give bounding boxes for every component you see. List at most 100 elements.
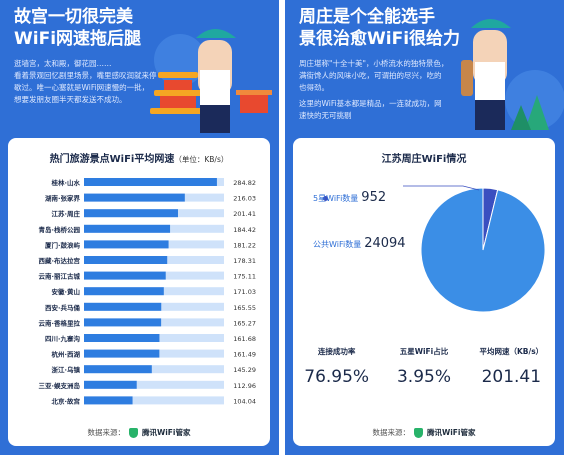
- footer-source: 数据来源：: [87, 428, 125, 437]
- pie-leader-line: [403, 185, 480, 191]
- bar-value-label: 175.11: [233, 273, 256, 281]
- right-panel: 周庄是个全能选手 景很治愈WiFi很给力 周庄堪称"十全十美"，小桥流水的独特景…: [285, 0, 564, 455]
- wifi-pie-chart: [403, 185, 546, 313]
- speed-bar-chart: 桂林·山水 284.82 湖南·张家界 216.03 江苏·周庄 201.41 青岛·栈桥公…: [39, 178, 256, 405]
- footer-brand: 腾讯WiFi管家: [141, 428, 191, 437]
- intro-line: 这里的WiFi基本都是精品，一连就成功，网: [299, 99, 442, 108]
- card-title: 江苏周庄WiFi情况: [381, 154, 467, 165]
- pagoda-illustration: [150, 29, 272, 133]
- bar: [84, 240, 169, 249]
- bar: [84, 287, 164, 296]
- headline-line: 景很治愈WiFi很给力: [299, 29, 461, 49]
- intro-line: 逛墙宫，太和殿，御花园……: [14, 59, 112, 68]
- intro-line: 速快的无可挑剔: [299, 111, 352, 120]
- bar-category-label: 安徽·黄山: [52, 287, 80, 296]
- stat-value: 201.41: [481, 367, 542, 387]
- bar-category-label: 湖南·张家界: [45, 194, 80, 203]
- bar-value-label: 181.22: [233, 241, 256, 249]
- footer-right: 数据来源： 腾讯WiFi管家: [293, 427, 555, 438]
- bar-value-label: 145.29: [233, 366, 256, 374]
- bar: [84, 256, 168, 264]
- footer-source: 数据来源：: [372, 428, 410, 437]
- bar-track: [84, 365, 224, 374]
- intro-line: 看着景观回忆剧里场景，嘴里感叹润就来停: [14, 71, 157, 80]
- intro-line: 歇过。唯一心塞就是WiFi网速慢的一批，: [14, 83, 150, 92]
- bar-value-label: 284.82: [233, 179, 256, 187]
- bar-value-label: 178.31: [233, 257, 256, 265]
- bar-value-label: 161.49: [233, 351, 256, 359]
- stat-success-rate: 连接成功率 76.95%: [293, 346, 379, 387]
- bar-category-label: 云南·丽江古城: [39, 272, 81, 281]
- stat-5star-share: 五星WiFi占比 3.95%: [381, 346, 467, 387]
- shield-icon: [413, 427, 423, 438]
- footer-left: 数据来源： 腾讯WiFi管家: [8, 427, 270, 438]
- bar-category-label: 四川·九寨沟: [45, 334, 80, 343]
- intro-left: 逛墙宫，太和殿，御花园…… 看着景观回忆剧里场景，嘴里感叹润就来停 歇过。唯一心…: [14, 58, 157, 106]
- bar-category-label: 桂林·山水: [51, 178, 81, 187]
- shield-icon: [128, 427, 138, 438]
- pie-label-value: 952: [361, 190, 387, 205]
- stat-label: 五星WiFi占比: [399, 347, 449, 356]
- intro-line: 想要发朋友圈半天都发送不成功。: [14, 95, 127, 104]
- pie-label-text: 5星WiFi数量: [313, 194, 359, 203]
- stat-value: 3.95%: [396, 367, 451, 387]
- bar: [84, 224, 171, 233]
- pie-slice: [420, 187, 546, 313]
- footer-brand: 腾讯WiFi管家: [426, 428, 476, 437]
- intro-line: 满街馋人的风味小吃，可谓拍的尽兴，吃的: [299, 71, 442, 80]
- bar: [84, 365, 152, 374]
- bar: [84, 349, 160, 358]
- bar-value-label: 184.42: [233, 226, 256, 234]
- headline-line: 故宫一切很完美: [14, 7, 133, 27]
- bar-value-label: 171.03: [233, 288, 256, 296]
- pie-label-text: 公共WiFi数量: [313, 240, 362, 249]
- pie-label-5star: 5星WiFi数量 952: [313, 190, 386, 205]
- legend-dot-5star: [323, 196, 328, 201]
- zhouzhuang-card: 江苏周庄WiFi情况 5星WiFi数量 952 公共WiFi数量 24094 连接成…: [293, 138, 555, 446]
- bar: [84, 396, 133, 405]
- stat-avg-speed: 平均网速（KB/s） 201.41: [468, 346, 554, 387]
- bar-category-label: 厦门·鼓浪屿: [45, 240, 80, 249]
- headline-right: 周庄是个全能选手 景很治愈WiFi很给力: [299, 6, 469, 50]
- pie-label-value: 24094: [364, 236, 406, 251]
- chart-title: 热门旅游景点WiFi平均网速: [49, 154, 175, 165]
- hiker-illustration: [461, 19, 564, 130]
- pie-label-public: 公共WiFi数量 24094: [313, 236, 406, 251]
- bar-category-label: 青岛·栈桥公园: [39, 225, 81, 234]
- bar-category-label: 北京·故宫: [52, 396, 81, 405]
- bar-category-label: 云南·香格里拉: [39, 318, 81, 327]
- card-title: 热门旅游景点WiFi平均网速（单位：KB/s）: [8, 150, 270, 165]
- stat-value: 76.95%: [304, 367, 370, 387]
- bar-track: [84, 380, 224, 389]
- stat-label: 平均网速（KB/s）: [479, 347, 544, 356]
- bar: [84, 318, 162, 327]
- bar-category-label: 浙江·乌镇: [52, 365, 81, 374]
- bar: [84, 271, 166, 280]
- bar: [84, 193, 185, 202]
- bar: [84, 302, 162, 311]
- bar-category-label: 西安·兵马俑: [45, 303, 80, 312]
- bar-value-label: 216.03: [233, 195, 256, 203]
- bar: [84, 209, 178, 218]
- bar-category-label: 江苏·周庄: [52, 209, 81, 218]
- stats-row: 连接成功率 76.95% 五星WiFi占比 3.95% 平均网速（KB/s） 2…: [293, 346, 555, 387]
- left-panel: 故宫一切很完美 WiFi网速拖后腿 逛墙宫，太和殿，御花园…… 看着景观回忆剧里…: [0, 0, 279, 455]
- bar: [84, 380, 137, 389]
- bar-category-label: 西藏·布达拉宫: [39, 256, 81, 265]
- bar-value-label: 165.55: [233, 304, 256, 312]
- bar-track: [84, 396, 224, 405]
- headline-left: 故宫一切很完美 WiFi网速拖后腿: [14, 6, 164, 50]
- intro-line: 也得劲。: [299, 83, 329, 92]
- headline-line: 周庄是个全能选手: [299, 7, 435, 27]
- bar: [84, 178, 217, 186]
- headline-line: WiFi网速拖后腿: [14, 29, 142, 49]
- bar-category-label: 杭州·西湖: [52, 350, 81, 359]
- speed-card: 热门旅游景点WiFi平均网速（单位：KB/s） 桂林·山水 284.82 湖南·张家…: [8, 138, 270, 446]
- stat-label: 连接成功率: [317, 347, 356, 356]
- bar-value-label: 112.96: [233, 382, 256, 390]
- chart-unit: （单位：KB/s）: [174, 155, 229, 164]
- bar-value-label: 104.04: [233, 397, 256, 405]
- intro-right: 周庄堪称"十全十美"，小桥流水的独特景色， 满街馋人的风味小吃，可谓拍的尽兴，吃…: [299, 58, 448, 122]
- bar-category-label: 三亚·蜈支洲岛: [39, 381, 81, 390]
- bar-value-label: 165.27: [233, 319, 256, 327]
